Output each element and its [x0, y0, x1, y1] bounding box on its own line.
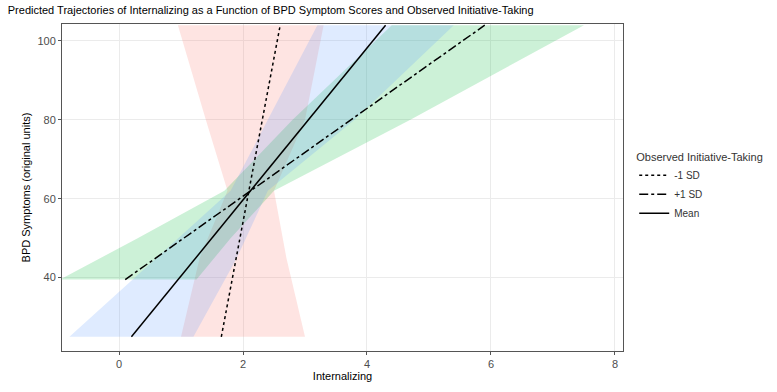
svg-text:Internalizing: Internalizing	[313, 370, 372, 382]
svg-text:6: 6	[488, 358, 494, 370]
svg-text:2: 2	[240, 358, 246, 370]
svg-text:60: 60	[44, 193, 56, 205]
svg-text:80: 80	[44, 114, 56, 126]
svg-text:Observed Initiative-Taking: Observed Initiative-Taking	[636, 151, 763, 163]
svg-text:0: 0	[116, 358, 122, 370]
svg-text:40: 40	[44, 271, 56, 283]
svg-text:Predicted Trajectories of Inte: Predicted Trajectories of Internalizing …	[8, 4, 534, 16]
svg-text:BPD Symptoms (original units): BPD Symptoms (original units)	[20, 113, 32, 263]
svg-text:100: 100	[37, 35, 55, 47]
svg-text:+1 SD: +1 SD	[674, 189, 702, 200]
svg-text:Mean: Mean	[674, 208, 699, 219]
svg-text:8: 8	[612, 358, 618, 370]
svg-text:4: 4	[364, 358, 370, 370]
svg-text:-1 SD: -1 SD	[674, 170, 700, 181]
